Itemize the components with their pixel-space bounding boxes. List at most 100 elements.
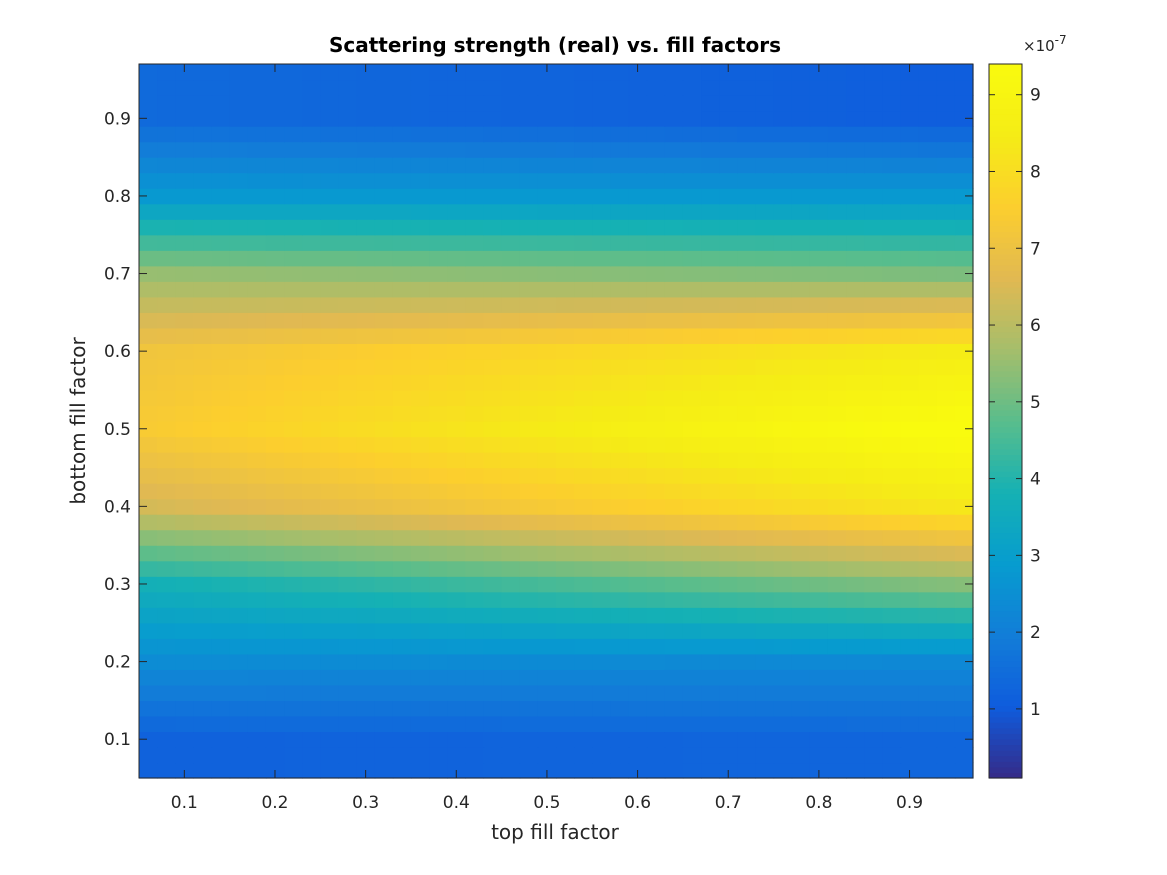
heatmap-cell	[265, 126, 285, 143]
heatmap-cell	[646, 514, 666, 531]
heatmap-cell	[900, 126, 920, 143]
heatmap-cell	[139, 715, 158, 733]
heatmap-cell	[719, 219, 738, 236]
heatmap-cell	[846, 421, 865, 438]
heatmap-cell	[737, 358, 757, 376]
heatmap-cell	[737, 622, 757, 639]
heatmap-cell	[610, 638, 630, 655]
heatmap-cell	[882, 483, 902, 500]
heatmap-cell	[701, 110, 720, 127]
y-tick-label: 0.9	[104, 109, 131, 129]
colorbar-swatch	[989, 320, 1022, 327]
heatmap-cell	[864, 281, 883, 298]
colorbar-swatch	[989, 465, 1022, 472]
heatmap-cell	[755, 110, 775, 127]
heatmap-cell	[519, 436, 539, 453]
heatmap-cell	[701, 157, 720, 174]
heatmap-cell	[954, 374, 974, 391]
heatmap-cell	[157, 64, 176, 81]
heatmap-cell	[737, 327, 757, 344]
heatmap-cell	[447, 529, 466, 546]
heatmap-cell	[719, 95, 738, 112]
heatmap-cell	[900, 467, 920, 484]
heatmap-cell	[646, 157, 666, 174]
heatmap-cell	[519, 203, 539, 220]
heatmap-cell	[338, 746, 358, 764]
heatmap-cell	[646, 684, 666, 701]
heatmap-cell	[556, 79, 575, 96]
heatmap-cell	[664, 452, 684, 469]
heatmap-cell	[519, 157, 539, 174]
heatmap-cell	[556, 700, 575, 717]
heatmap-cell	[193, 157, 213, 174]
heatmap-cell	[229, 172, 249, 189]
heatmap-cell	[737, 374, 757, 391]
heatmap-cell	[664, 545, 684, 562]
colorbar-swatch	[989, 376, 1022, 383]
heatmap-cell	[628, 343, 648, 360]
heatmap-cell	[610, 188, 630, 205]
heatmap-cell	[574, 95, 593, 112]
heatmap-cell	[284, 172, 303, 189]
heatmap-cell	[284, 483, 303, 500]
heatmap-cell	[465, 762, 485, 779]
heatmap-cell	[501, 421, 521, 438]
heatmap-cell	[737, 700, 757, 717]
heatmap-cell	[719, 498, 738, 515]
heatmap-cell	[410, 653, 430, 670]
heatmap-cell	[791, 203, 811, 220]
heatmap-cell	[900, 312, 920, 329]
heatmap-cell	[519, 731, 539, 748]
heatmap-cell	[773, 265, 793, 282]
heatmap-cell	[537, 250, 557, 267]
heatmap-cell	[682, 64, 702, 81]
heatmap-cell	[791, 172, 811, 189]
heatmap-cell	[737, 203, 757, 220]
heatmap-cell	[682, 219, 702, 236]
heatmap-cell	[465, 684, 485, 701]
heatmap-cell	[392, 126, 412, 143]
heatmap-cell	[501, 234, 521, 251]
heatmap-cell	[501, 514, 521, 531]
heatmap-cell	[556, 141, 575, 158]
heatmap-cell	[157, 452, 176, 469]
heatmap-cell	[338, 576, 358, 593]
heatmap-cell	[846, 188, 865, 205]
heatmap-cell	[465, 576, 485, 593]
heatmap-cell	[646, 653, 666, 670]
heatmap-cell	[954, 452, 974, 469]
heatmap-cell	[519, 421, 539, 438]
heatmap-cell	[410, 64, 430, 81]
heatmap-cell	[755, 560, 775, 577]
heatmap-cell	[483, 327, 503, 344]
heatmap-cell	[519, 374, 539, 391]
heatmap-cell	[374, 607, 394, 624]
heatmap-cell	[628, 498, 648, 515]
heatmap-cell	[737, 281, 757, 298]
heatmap-cell	[755, 172, 775, 189]
heatmap-cell	[610, 483, 630, 500]
heatmap-cell	[882, 421, 902, 438]
heatmap-cell	[719, 576, 738, 593]
colorbar-swatch	[989, 309, 1022, 316]
heatmap-cell	[791, 358, 811, 376]
heatmap-cell	[193, 296, 213, 313]
heatmap-cell	[247, 607, 267, 624]
heatmap-cell	[592, 79, 611, 96]
heatmap-cell	[864, 700, 883, 717]
heatmap-cell	[284, 746, 303, 764]
heatmap-cell	[483, 576, 503, 593]
heatmap-cell	[791, 591, 811, 608]
heatmap-cell	[737, 607, 757, 624]
heatmap-cell	[356, 576, 376, 593]
heatmap-cell	[954, 281, 974, 298]
heatmap-cell	[157, 79, 176, 96]
heatmap-cell	[610, 715, 630, 733]
heatmap-cell	[592, 327, 611, 344]
heatmap-cell	[664, 203, 684, 220]
heatmap-cell	[773, 483, 793, 500]
heatmap-cell	[374, 715, 394, 733]
heatmap-cell	[175, 358, 194, 376]
heatmap-cell	[701, 79, 720, 96]
heatmap-cell	[791, 312, 811, 329]
